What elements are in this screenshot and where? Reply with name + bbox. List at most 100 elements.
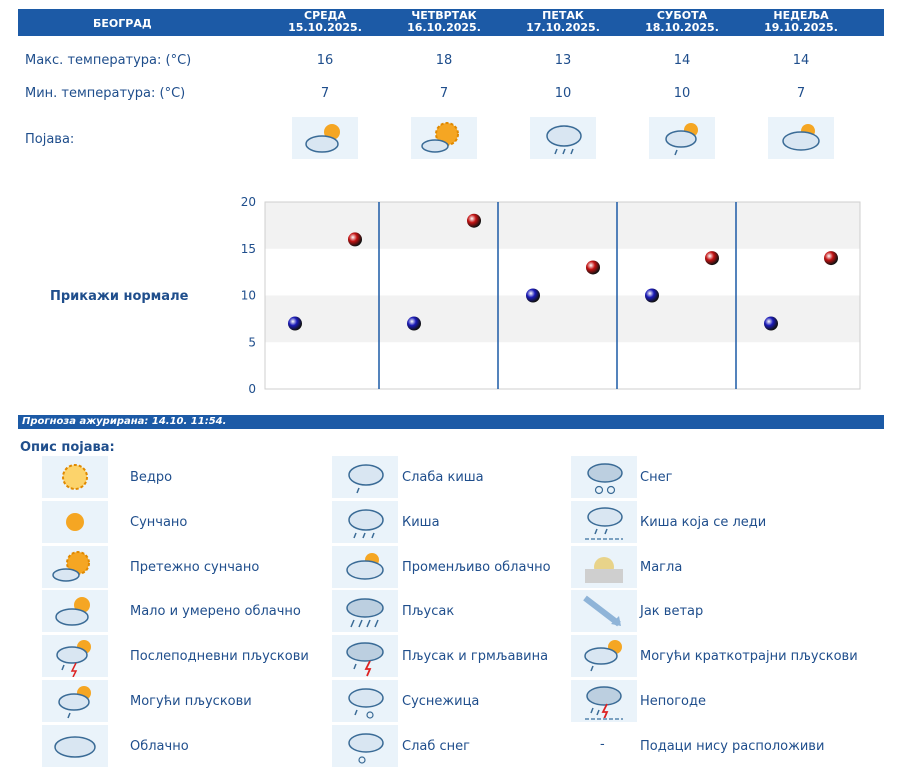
day-name: СРЕДА — [304, 9, 346, 22]
day-date: 17.10.2025. — [526, 21, 600, 34]
legend-label: Мало и умерено облачно — [130, 604, 301, 619]
max-temp-value: 14 — [792, 53, 810, 68]
legend-label: Магла — [640, 560, 683, 575]
max-temp-value: 14 — [673, 53, 691, 68]
possible-showers-icon — [649, 117, 715, 159]
y-tick-label: 20 — [241, 195, 256, 209]
y-tick-label: 5 — [248, 335, 256, 349]
day-date: 18.10.2025. — [645, 21, 719, 34]
max-temp-value: 13 — [554, 53, 572, 68]
legend-label: Могући пљускови — [130, 694, 252, 709]
max-temp-point — [467, 213, 481, 228]
max-temp-point — [586, 260, 600, 275]
min-temp-point — [764, 316, 778, 331]
max-temp-value: 18 — [435, 53, 453, 68]
brief-showers-icon — [571, 635, 637, 677]
day-date: 15.10.2025. — [288, 21, 362, 34]
chart-frame — [264, 201, 861, 390]
shower-icon — [332, 590, 398, 632]
light-rain-icon — [332, 456, 398, 498]
rain-icon — [332, 501, 398, 543]
min-temp-point — [407, 316, 421, 331]
min-temp-point — [645, 288, 659, 303]
chart-band — [265, 342, 860, 389]
legend-title: Опис појава: — [20, 440, 115, 455]
strong-wind-icon — [571, 590, 637, 632]
day-header-2: ЧЕТВРТАК 16.10.2025. — [389, 10, 499, 34]
mostly-sunny-icon — [42, 546, 108, 588]
legend-label: Пљусак — [402, 604, 455, 619]
forecast-updated-bar: Прогноза ажурирана: 14.10. 11:54. — [18, 415, 884, 429]
show-normals-link[interactable]: Прикажи нормале — [50, 289, 189, 304]
forecast-header: БЕОГРАД СРЕДА 15.10.2025. ЧЕТВРТАК 16.10… — [18, 9, 884, 36]
min-temp-value: 7 — [439, 86, 449, 101]
legend-label: Сунчано — [130, 515, 188, 530]
legend-label: Променљиво облачно — [402, 560, 551, 575]
legend-label: Снег — [640, 470, 673, 485]
no-data-marker: - — [600, 737, 605, 752]
legend-label: Послеподневни пљускови — [130, 649, 309, 664]
light-snow-icon — [332, 725, 398, 767]
phenomenon-label: Појава: — [25, 132, 75, 147]
min-temp-label: Мин. температура: (°C) — [25, 86, 186, 101]
legend-label: Могући краткотрајни пљускови — [640, 649, 858, 664]
day-header-5: НЕДЕЉА 19.10.2025. — [746, 10, 856, 34]
legend-label: Слаб снег — [402, 739, 470, 754]
day-name: НЕДЕЉА — [773, 9, 829, 22]
legend-label: Непогоде — [640, 694, 706, 709]
mostly-sunny-icon — [411, 117, 477, 159]
sunny-icon — [42, 501, 108, 543]
day-header-4: СУБОТА 18.10.2025. — [627, 10, 737, 34]
storm-icon — [571, 680, 637, 722]
day-name: ПЕТАК — [542, 9, 584, 22]
possible-showers-icon — [42, 680, 108, 722]
day-name: СУБОТА — [656, 9, 708, 22]
max-temp-label: Макс. температура: (°C) — [25, 53, 192, 68]
max-temp-point — [705, 251, 719, 266]
city-name: БЕОГРАД — [93, 17, 152, 30]
clear-sun-icon — [42, 456, 108, 498]
y-tick-label: 10 — [241, 289, 256, 303]
cloudy-icon — [42, 725, 108, 767]
day-date: 19.10.2025. — [764, 21, 838, 34]
day-name: ЧЕТВРТАК — [411, 9, 477, 22]
min-temp-point — [526, 288, 540, 303]
y-tick-label: 0 — [248, 382, 256, 396]
max-temp-value: 16 — [316, 53, 334, 68]
variable-cloudy-icon — [332, 546, 398, 588]
max-temp-point — [348, 232, 362, 247]
forecast-updated-text: Прогноза ажурирана: 14.10. 11:54. — [22, 416, 227, 427]
day-date: 16.10.2025. — [407, 21, 481, 34]
legend-label: Облачно — [130, 739, 189, 754]
variable-cloudy-icon — [768, 117, 834, 159]
fog-icon — [571, 546, 637, 588]
legend-label: Пљусак и грмљавина — [402, 649, 549, 664]
legend-label: Јак ветар — [640, 604, 704, 619]
legend-label: Суснежица — [402, 694, 480, 709]
day-header-3: ПЕТАК 17.10.2025. — [508, 10, 618, 34]
chart-band — [265, 248, 860, 296]
min-temp-value: 7 — [320, 86, 330, 101]
max-temp-point — [824, 251, 838, 266]
thunderstorm-icon — [332, 635, 398, 677]
temperature-chart: 0 5 10 15 20 — [241, 195, 861, 396]
snow-icon — [571, 456, 637, 498]
legend-label: Слаба киша — [402, 470, 484, 485]
min-temp-point — [288, 316, 302, 331]
legend-label: Киша која се леди — [640, 515, 767, 530]
y-tick-label: 15 — [241, 242, 256, 256]
legend-label: Претежно сунчано — [130, 560, 260, 575]
sleet-icon — [332, 680, 398, 722]
min-temp-value: 10 — [673, 86, 691, 101]
partly-cloudy-icon — [292, 117, 358, 159]
light-rain-icon — [530, 117, 596, 159]
day-header-1: СРЕДА 15.10.2025. — [270, 10, 380, 34]
legend-label: Киша — [402, 515, 440, 530]
freezing-rain-icon — [571, 501, 637, 543]
legend-label: Подаци нису расположиви — [640, 739, 825, 754]
chart-band — [265, 295, 860, 343]
partly-cloudy-icon — [42, 590, 108, 632]
min-temp-value: 7 — [796, 86, 806, 101]
afternoon-showers-icon — [42, 635, 108, 678]
legend-label: Ведро — [130, 470, 173, 485]
